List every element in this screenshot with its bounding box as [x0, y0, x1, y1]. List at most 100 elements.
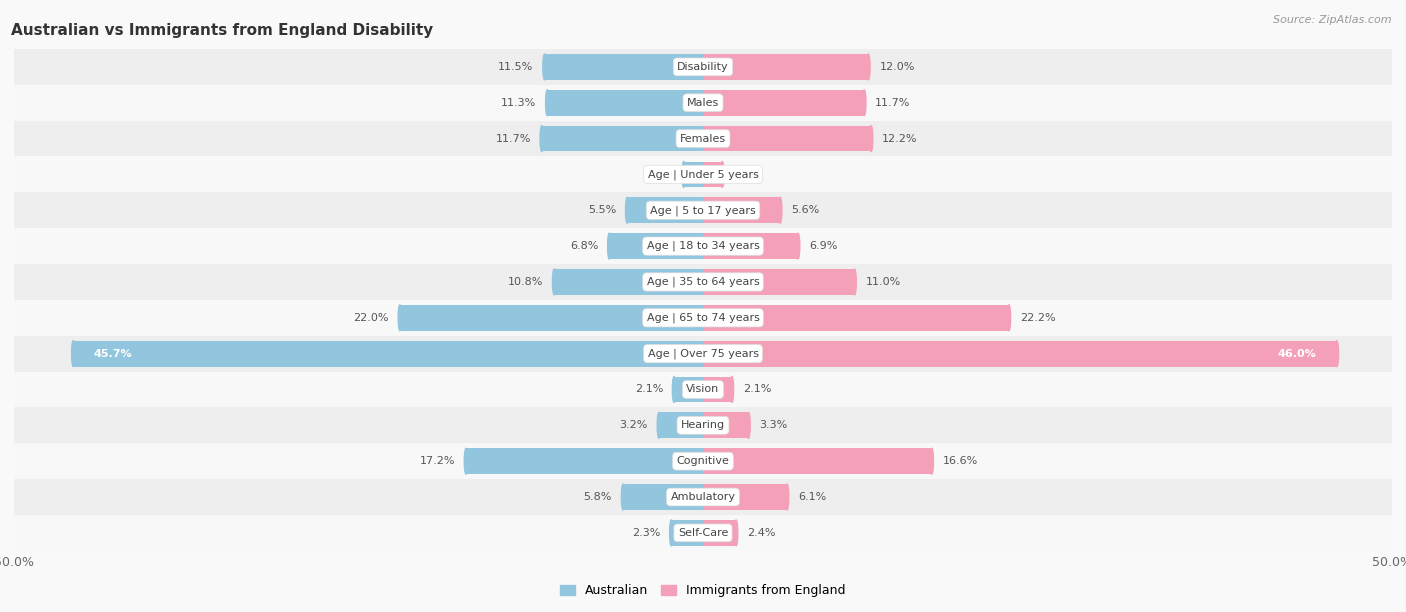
- Ellipse shape: [607, 233, 612, 259]
- Bar: [703, 54, 869, 80]
- Text: Vision: Vision: [686, 384, 720, 395]
- Ellipse shape: [796, 233, 800, 259]
- Bar: [703, 90, 865, 116]
- Bar: [14, 336, 1392, 371]
- Bar: [703, 269, 855, 295]
- Bar: [14, 49, 1392, 85]
- Bar: [703, 305, 1010, 330]
- Text: 5.5%: 5.5%: [588, 205, 616, 215]
- Text: 46.0%: 46.0%: [1278, 349, 1316, 359]
- Text: 6.9%: 6.9%: [808, 241, 838, 251]
- Ellipse shape: [720, 162, 724, 187]
- Ellipse shape: [869, 125, 873, 152]
- Bar: [541, 125, 703, 152]
- Text: Females: Females: [681, 133, 725, 144]
- Ellipse shape: [669, 520, 673, 546]
- Text: Age | Under 5 years: Age | Under 5 years: [648, 169, 758, 180]
- Bar: [609, 233, 703, 259]
- Bar: [14, 371, 1392, 408]
- Bar: [703, 197, 780, 223]
- Bar: [671, 520, 703, 546]
- Ellipse shape: [730, 376, 734, 403]
- Bar: [554, 269, 703, 295]
- Text: 2.1%: 2.1%: [634, 384, 664, 395]
- Bar: [544, 54, 703, 80]
- Ellipse shape: [929, 448, 934, 474]
- Text: 2.4%: 2.4%: [747, 528, 776, 538]
- Ellipse shape: [853, 269, 856, 295]
- Text: 2.3%: 2.3%: [631, 528, 661, 538]
- Bar: [73, 341, 703, 367]
- Bar: [14, 157, 1392, 192]
- Bar: [673, 376, 703, 403]
- Text: Age | 65 to 74 years: Age | 65 to 74 years: [647, 313, 759, 323]
- Text: 1.4%: 1.4%: [644, 170, 672, 179]
- Text: 3.2%: 3.2%: [620, 420, 648, 430]
- Ellipse shape: [72, 341, 75, 367]
- Bar: [14, 228, 1392, 264]
- Text: Hearing: Hearing: [681, 420, 725, 430]
- Text: 6.1%: 6.1%: [799, 492, 827, 502]
- Bar: [14, 408, 1392, 443]
- Text: Cognitive: Cognitive: [676, 456, 730, 466]
- Text: Age | 18 to 34 years: Age | 18 to 34 years: [647, 241, 759, 252]
- Bar: [14, 515, 1392, 551]
- Text: 11.7%: 11.7%: [495, 133, 531, 144]
- Text: 11.5%: 11.5%: [498, 62, 533, 72]
- Ellipse shape: [540, 125, 544, 152]
- Ellipse shape: [734, 520, 738, 546]
- Text: 5.6%: 5.6%: [792, 205, 820, 215]
- Text: Disability: Disability: [678, 62, 728, 72]
- Bar: [703, 341, 1337, 367]
- Bar: [703, 520, 737, 546]
- Text: Males: Males: [688, 98, 718, 108]
- Legend: Australian, Immigrants from England: Australian, Immigrants from England: [555, 580, 851, 602]
- Text: Source: ZipAtlas.com: Source: ZipAtlas.com: [1274, 15, 1392, 25]
- Text: 11.0%: 11.0%: [866, 277, 901, 287]
- Bar: [14, 85, 1392, 121]
- Ellipse shape: [398, 305, 402, 330]
- Text: 2.1%: 2.1%: [742, 384, 772, 395]
- Text: 3.3%: 3.3%: [759, 420, 787, 430]
- Bar: [14, 264, 1392, 300]
- Text: 11.3%: 11.3%: [501, 98, 536, 108]
- Ellipse shape: [682, 162, 686, 187]
- Bar: [14, 443, 1392, 479]
- Ellipse shape: [621, 484, 624, 510]
- Bar: [703, 162, 723, 187]
- Bar: [14, 479, 1392, 515]
- Ellipse shape: [546, 90, 548, 116]
- Bar: [14, 300, 1392, 336]
- Ellipse shape: [553, 269, 555, 295]
- Bar: [623, 484, 703, 510]
- Ellipse shape: [1336, 341, 1339, 367]
- Bar: [683, 162, 703, 187]
- Text: Self-Care: Self-Care: [678, 528, 728, 538]
- Ellipse shape: [862, 90, 866, 116]
- Text: 6.8%: 6.8%: [569, 241, 599, 251]
- Bar: [703, 125, 872, 152]
- Text: 5.8%: 5.8%: [583, 492, 612, 502]
- Bar: [659, 412, 703, 438]
- Ellipse shape: [747, 412, 751, 438]
- Text: 11.7%: 11.7%: [875, 98, 911, 108]
- Ellipse shape: [1007, 305, 1011, 330]
- Text: Ambulatory: Ambulatory: [671, 492, 735, 502]
- Text: 45.7%: 45.7%: [94, 349, 132, 359]
- Bar: [703, 376, 733, 403]
- Bar: [14, 121, 1392, 157]
- Text: 22.0%: 22.0%: [353, 313, 389, 323]
- Ellipse shape: [543, 54, 547, 80]
- Ellipse shape: [866, 54, 870, 80]
- Bar: [399, 305, 703, 330]
- Text: Age | 5 to 17 years: Age | 5 to 17 years: [650, 205, 756, 215]
- Text: Age | Over 75 years: Age | Over 75 years: [648, 348, 758, 359]
- Text: 10.8%: 10.8%: [508, 277, 543, 287]
- Ellipse shape: [464, 448, 468, 474]
- Text: 1.4%: 1.4%: [734, 170, 762, 179]
- Bar: [14, 192, 1392, 228]
- Text: 12.0%: 12.0%: [879, 62, 915, 72]
- Text: 22.2%: 22.2%: [1019, 313, 1056, 323]
- Ellipse shape: [657, 412, 661, 438]
- Text: 12.2%: 12.2%: [882, 133, 918, 144]
